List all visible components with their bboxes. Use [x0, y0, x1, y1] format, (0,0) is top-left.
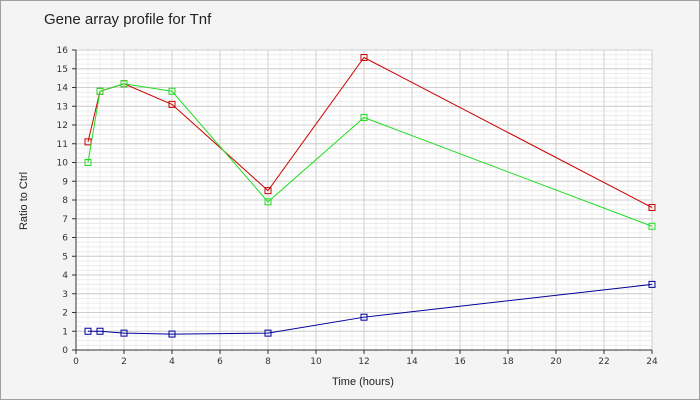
x-tick-label: 0 — [73, 357, 79, 367]
y-tick-label: 16 — [57, 46, 69, 56]
y-tick-label: 13 — [57, 102, 68, 112]
y-tick-label: 14 — [57, 84, 69, 94]
y-tick-label: 3 — [62, 290, 68, 300]
data-point — [96, 327, 104, 335]
data-point — [648, 204, 656, 211]
x-tick-label: 22 — [598, 357, 609, 367]
y-tick-label: 7 — [62, 215, 68, 225]
x-tick-label: 20 — [550, 357, 562, 367]
data-point — [264, 187, 272, 195]
y-tick-label: 4 — [62, 271, 68, 281]
data-point — [168, 330, 176, 338]
y-tick-label: 5 — [62, 252, 68, 262]
y-tick-label: 15 — [57, 65, 68, 75]
y-tick-label: 8 — [62, 196, 68, 206]
data-point — [648, 280, 656, 288]
data-point — [360, 114, 368, 121]
data-point — [168, 87, 176, 95]
x-tick-label: 16 — [454, 357, 466, 367]
y-tick-label: 6 — [62, 234, 68, 244]
x-tick-label: 24 — [646, 357, 658, 367]
y-tick-label: 0 — [62, 346, 68, 356]
chart-title: Gene array profile for Tnf — [44, 11, 212, 28]
y-axis-label: Ratio to Ctrl — [18, 172, 30, 230]
data-point — [264, 329, 272, 337]
y-tick-label: 9 — [62, 177, 68, 187]
data-point — [96, 87, 104, 95]
series-line — [87, 83, 653, 227]
series-3 — [84, 280, 656, 338]
y-tick-label: 1 — [62, 327, 68, 337]
x-tick-label: 2 — [121, 357, 127, 367]
x-axis-label: Time (hours) — [332, 376, 394, 388]
x-tick-label: 8 — [265, 357, 271, 367]
x-tick-label: 6 — [217, 357, 223, 367]
x-tick-label: 4 — [169, 357, 175, 367]
data-point — [168, 100, 176, 108]
x-tick-label: 12 — [358, 357, 369, 367]
series-2 — [84, 80, 656, 230]
y-tick-label: 10 — [57, 159, 69, 169]
data-point — [84, 327, 92, 335]
x-tick-label: 18 — [502, 357, 514, 367]
data-point — [648, 222, 656, 230]
data-point — [360, 313, 368, 321]
data-point — [264, 198, 272, 206]
x-tick-label: 10 — [310, 357, 322, 367]
data-point — [120, 80, 128, 88]
data-point — [84, 159, 92, 166]
x-tick-label: 14 — [406, 357, 418, 367]
data-point — [120, 329, 128, 337]
y-tick-label: 12 — [57, 121, 68, 131]
data-point — [360, 54, 368, 61]
y-tick-label: 11 — [57, 140, 68, 150]
y-tick-label: 2 — [62, 309, 68, 319]
series-line — [88, 283, 653, 335]
